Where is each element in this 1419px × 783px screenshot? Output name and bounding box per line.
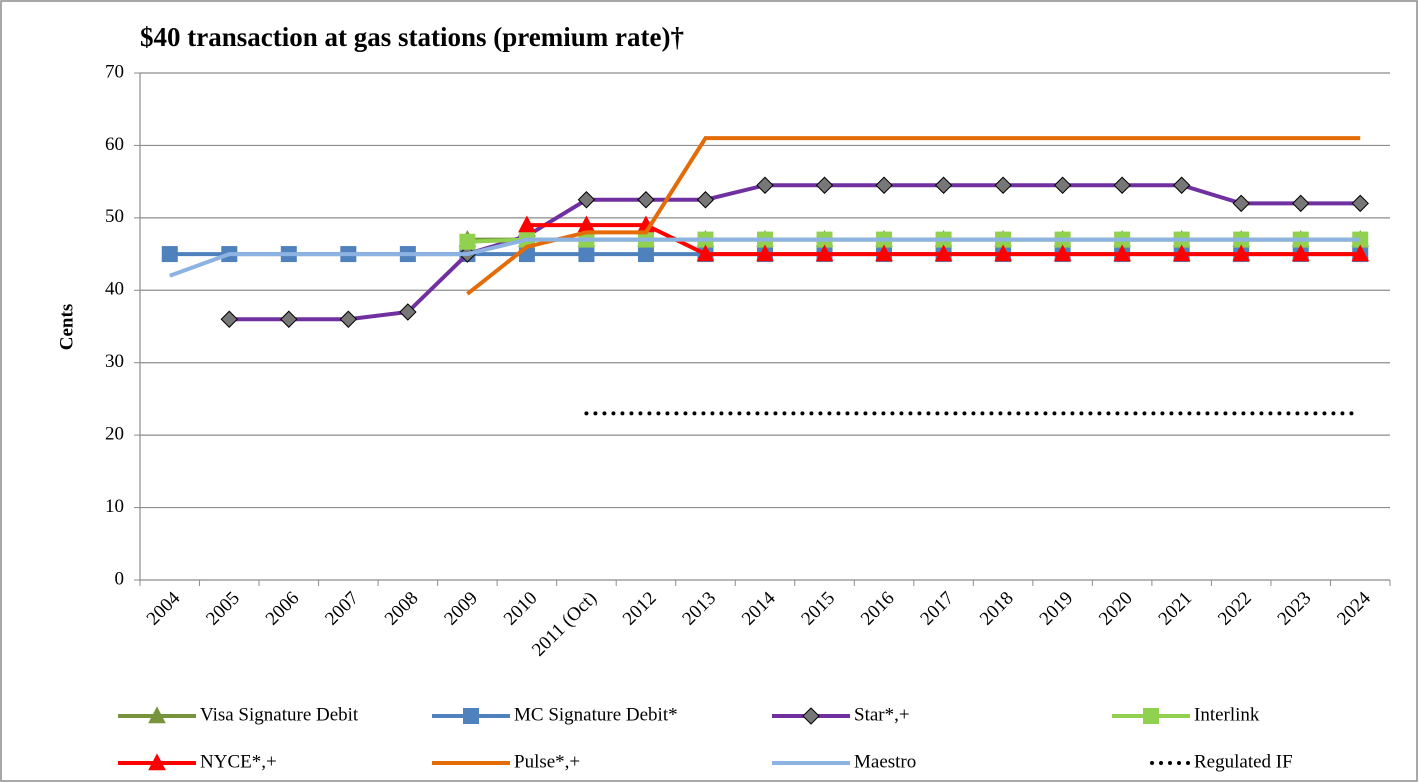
point-marker	[756, 244, 774, 262]
chart-title: $40 transaction at gas stations (premium…	[140, 22, 684, 52]
point-marker	[1292, 194, 1310, 213]
legend-label: MC Signature Debit*	[514, 704, 678, 725]
point-marker	[1232, 244, 1250, 262]
legend-label: NYCE*,+	[200, 751, 277, 772]
point-marker	[934, 244, 953, 262]
point-marker	[875, 244, 893, 262]
y-tick-label: 20	[105, 424, 124, 445]
legend-label: Regulated IF	[1194, 751, 1293, 772]
legend-marker	[463, 708, 479, 724]
point-marker	[815, 244, 834, 262]
y-tick-label: 70	[105, 61, 124, 82]
point-marker	[934, 176, 953, 194]
y-tick-label: 60	[105, 134, 124, 155]
point-marker	[1172, 176, 1191, 194]
legend-label: Interlink	[1194, 704, 1260, 725]
point-marker	[578, 246, 595, 263]
legend-label: Pulse*,+	[514, 751, 580, 772]
point-marker	[1351, 194, 1369, 213]
point-marker	[637, 246, 654, 263]
legend-marker	[148, 706, 166, 724]
point-marker	[518, 215, 536, 233]
point-marker	[1172, 244, 1191, 262]
point-marker	[1291, 244, 1310, 262]
point-marker	[696, 191, 715, 209]
series-line	[229, 183, 1361, 322]
y-tick-label: 40	[105, 279, 124, 300]
point-marker	[994, 244, 1012, 262]
point-marker	[280, 310, 298, 328]
legend-label: Visa Signature Debit	[200, 704, 359, 725]
legend-marker	[1143, 708, 1159, 724]
point-marker	[220, 310, 238, 328]
point-marker	[1113, 176, 1131, 194]
point-marker	[399, 303, 417, 321]
y-tick-label: 30	[105, 351, 124, 372]
legend-marker	[802, 707, 820, 725]
point-marker	[577, 191, 596, 209]
point-marker	[1053, 244, 1072, 262]
point-marker	[577, 215, 596, 233]
point-marker	[161, 246, 178, 263]
series-line	[466, 136, 1361, 296]
legend-label: Maestro	[854, 751, 916, 772]
series-line	[169, 237, 1361, 278]
point-marker	[994, 176, 1012, 194]
legend-marker	[148, 753, 166, 771]
y-tick-label: 50	[105, 206, 124, 227]
point-marker	[815, 176, 834, 194]
point-marker	[1053, 176, 1072, 194]
point-marker	[1113, 244, 1131, 262]
y-axis-label: Cents	[56, 304, 77, 350]
legend-label: Star*,+	[854, 704, 910, 725]
point-marker	[339, 310, 358, 328]
point-marker	[756, 176, 774, 194]
y-tick-label: 0	[115, 568, 125, 589]
y-tick-label: 10	[105, 496, 124, 517]
point-marker	[696, 244, 715, 262]
point-marker	[1232, 194, 1250, 213]
point-marker	[875, 176, 893, 194]
point-marker	[1351, 244, 1370, 262]
point-marker	[459, 233, 476, 250]
point-marker	[637, 191, 655, 209]
